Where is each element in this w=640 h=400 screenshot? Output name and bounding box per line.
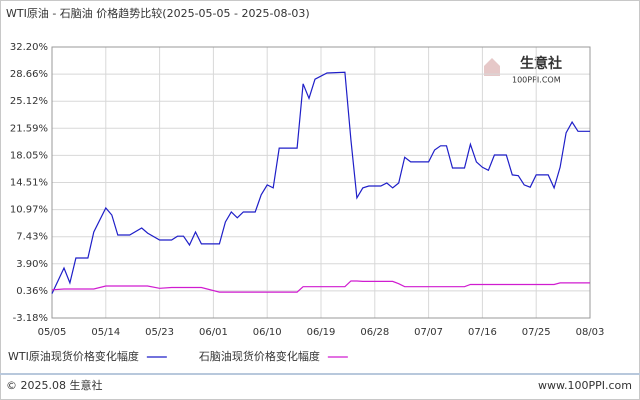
x-tick-label: 05/23 <box>145 327 174 338</box>
series-line <box>51 280 590 293</box>
y-tick-label: 0.36% <box>16 286 48 297</box>
y-tick-label: 3.90% <box>16 259 48 270</box>
x-tick-label: 07/07 <box>414 327 443 338</box>
footer-right: www.100PPI.com <box>538 379 632 392</box>
y-tick-label: 14.51% <box>10 178 48 189</box>
x-tick-label: 07/16 <box>468 327 497 338</box>
y-tick-label: 18.05% <box>10 150 48 161</box>
x-tick-label: 05/14 <box>91 327 120 338</box>
x-tick-label: 08/03 <box>576 327 605 338</box>
y-tick-label: 7.43% <box>16 232 48 243</box>
x-tick-label: 06/28 <box>360 327 389 338</box>
y-tick-label: 32.20% <box>10 42 48 53</box>
footer-left: © 2025.08 生意社 <box>6 378 102 392</box>
y-tick-label: 25.12% <box>10 96 48 107</box>
y-tick-label: -3.18% <box>13 313 48 324</box>
plot-border <box>51 46 591 319</box>
x-tick-label: 07/25 <box>522 327 551 338</box>
x-tick-label: 06/10 <box>253 327 282 338</box>
legend-label: WTI原油现货价格变化幅度 <box>8 349 139 363</box>
x-tick-label: 06/19 <box>307 327 336 338</box>
chart-title: WTI原油 - 石脑油 价格趋势比较(2025-05-05 - 2025-08-… <box>6 6 310 20</box>
series-line <box>51 71 590 294</box>
y-tick-label: 10.97% <box>10 205 48 216</box>
legend-label: 石脑油现货价格变化幅度 <box>199 349 320 363</box>
y-tick-label: 21.59% <box>10 123 48 134</box>
x-tick-label: 05/05 <box>38 327 67 338</box>
x-tick-label: 06/01 <box>199 327 228 338</box>
watermark: 生意社 <box>520 55 562 72</box>
y-tick-label: 28.66% <box>10 69 48 80</box>
watermark-logo <box>484 58 500 76</box>
